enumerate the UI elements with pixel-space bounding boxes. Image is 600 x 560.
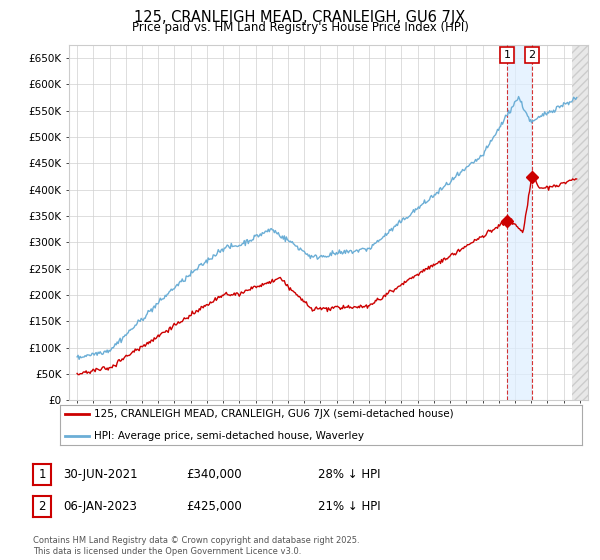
Text: 2: 2 [38, 500, 46, 514]
Text: £340,000: £340,000 [186, 468, 242, 481]
Text: 21% ↓ HPI: 21% ↓ HPI [318, 500, 380, 514]
Text: 125, CRANLEIGH MEAD, CRANLEIGH, GU6 7JX (semi-detached house): 125, CRANLEIGH MEAD, CRANLEIGH, GU6 7JX … [94, 409, 454, 419]
Text: 06-JAN-2023: 06-JAN-2023 [63, 500, 137, 514]
Text: HPI: Average price, semi-detached house, Waverley: HPI: Average price, semi-detached house,… [94, 431, 364, 441]
Text: 30-JUN-2021: 30-JUN-2021 [63, 468, 137, 481]
Text: 2: 2 [529, 50, 536, 60]
Text: 1: 1 [38, 468, 46, 481]
Bar [507, 45, 532, 400]
Text: Price paid vs. HM Land Registry's House Price Index (HPI): Price paid vs. HM Land Registry's House … [131, 21, 469, 34]
Text: 125, CRANLEIGH MEAD, CRANLEIGH, GU6 7JX: 125, CRANLEIGH MEAD, CRANLEIGH, GU6 7JX [134, 10, 466, 25]
Bar [572, 45, 588, 400]
Text: 28% ↓ HPI: 28% ↓ HPI [318, 468, 380, 481]
Text: 1: 1 [503, 50, 511, 60]
Text: Contains HM Land Registry data © Crown copyright and database right 2025.
This d: Contains HM Land Registry data © Crown c… [33, 536, 359, 556]
Text: £425,000: £425,000 [186, 500, 242, 514]
